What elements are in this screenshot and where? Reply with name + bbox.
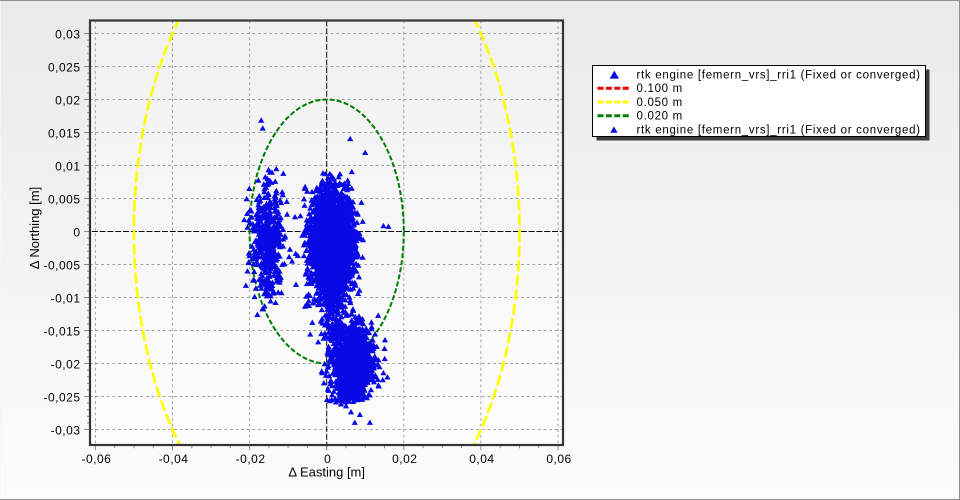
svg-text:0,025: 0,025 xyxy=(48,61,81,75)
svg-text:0.050 m: 0.050 m xyxy=(637,97,683,109)
svg-text:rtk engine [femern_vrs]_rri1 (: rtk engine [femern_vrs]_rri1 (Fixed or c… xyxy=(637,70,921,82)
svg-text:-0,015: -0,015 xyxy=(43,325,80,339)
svg-text:Δ Easting [m]: Δ Easting [m] xyxy=(288,465,365,480)
svg-text:-0,04: -0,04 xyxy=(159,452,189,466)
svg-text:0,06: 0,06 xyxy=(546,452,571,466)
svg-text:-0,02: -0,02 xyxy=(236,452,266,466)
svg-text:-0,06: -0,06 xyxy=(81,452,111,466)
svg-text:0,04: 0,04 xyxy=(469,452,494,466)
svg-text:0.020 m: 0.020 m xyxy=(637,111,683,123)
svg-text:-0,025: -0,025 xyxy=(43,391,80,405)
svg-text:rtk engine [femern_vrs]_rri1 (: rtk engine [femern_vrs]_rri1 (Fixed or c… xyxy=(637,124,921,136)
svg-text:-0,02: -0,02 xyxy=(51,358,81,372)
svg-text:0: 0 xyxy=(324,452,331,466)
svg-text:Δ Northing [m]: Δ Northing [m] xyxy=(27,187,42,269)
svg-text:-0,005: -0,005 xyxy=(43,259,80,273)
svg-text:0,015: 0,015 xyxy=(48,127,81,141)
svg-text:0,02: 0,02 xyxy=(55,94,80,108)
svg-text:0,01: 0,01 xyxy=(55,160,80,174)
svg-text:0: 0 xyxy=(73,226,80,240)
svg-text:0,02: 0,02 xyxy=(392,452,417,466)
svg-text:0.100 m: 0.100 m xyxy=(637,83,683,95)
svg-text:-0,01: -0,01 xyxy=(51,292,81,306)
svg-text:0,005: 0,005 xyxy=(48,193,81,207)
svg-text:0,03: 0,03 xyxy=(55,28,80,42)
svg-text:-0,03: -0,03 xyxy=(51,424,81,438)
